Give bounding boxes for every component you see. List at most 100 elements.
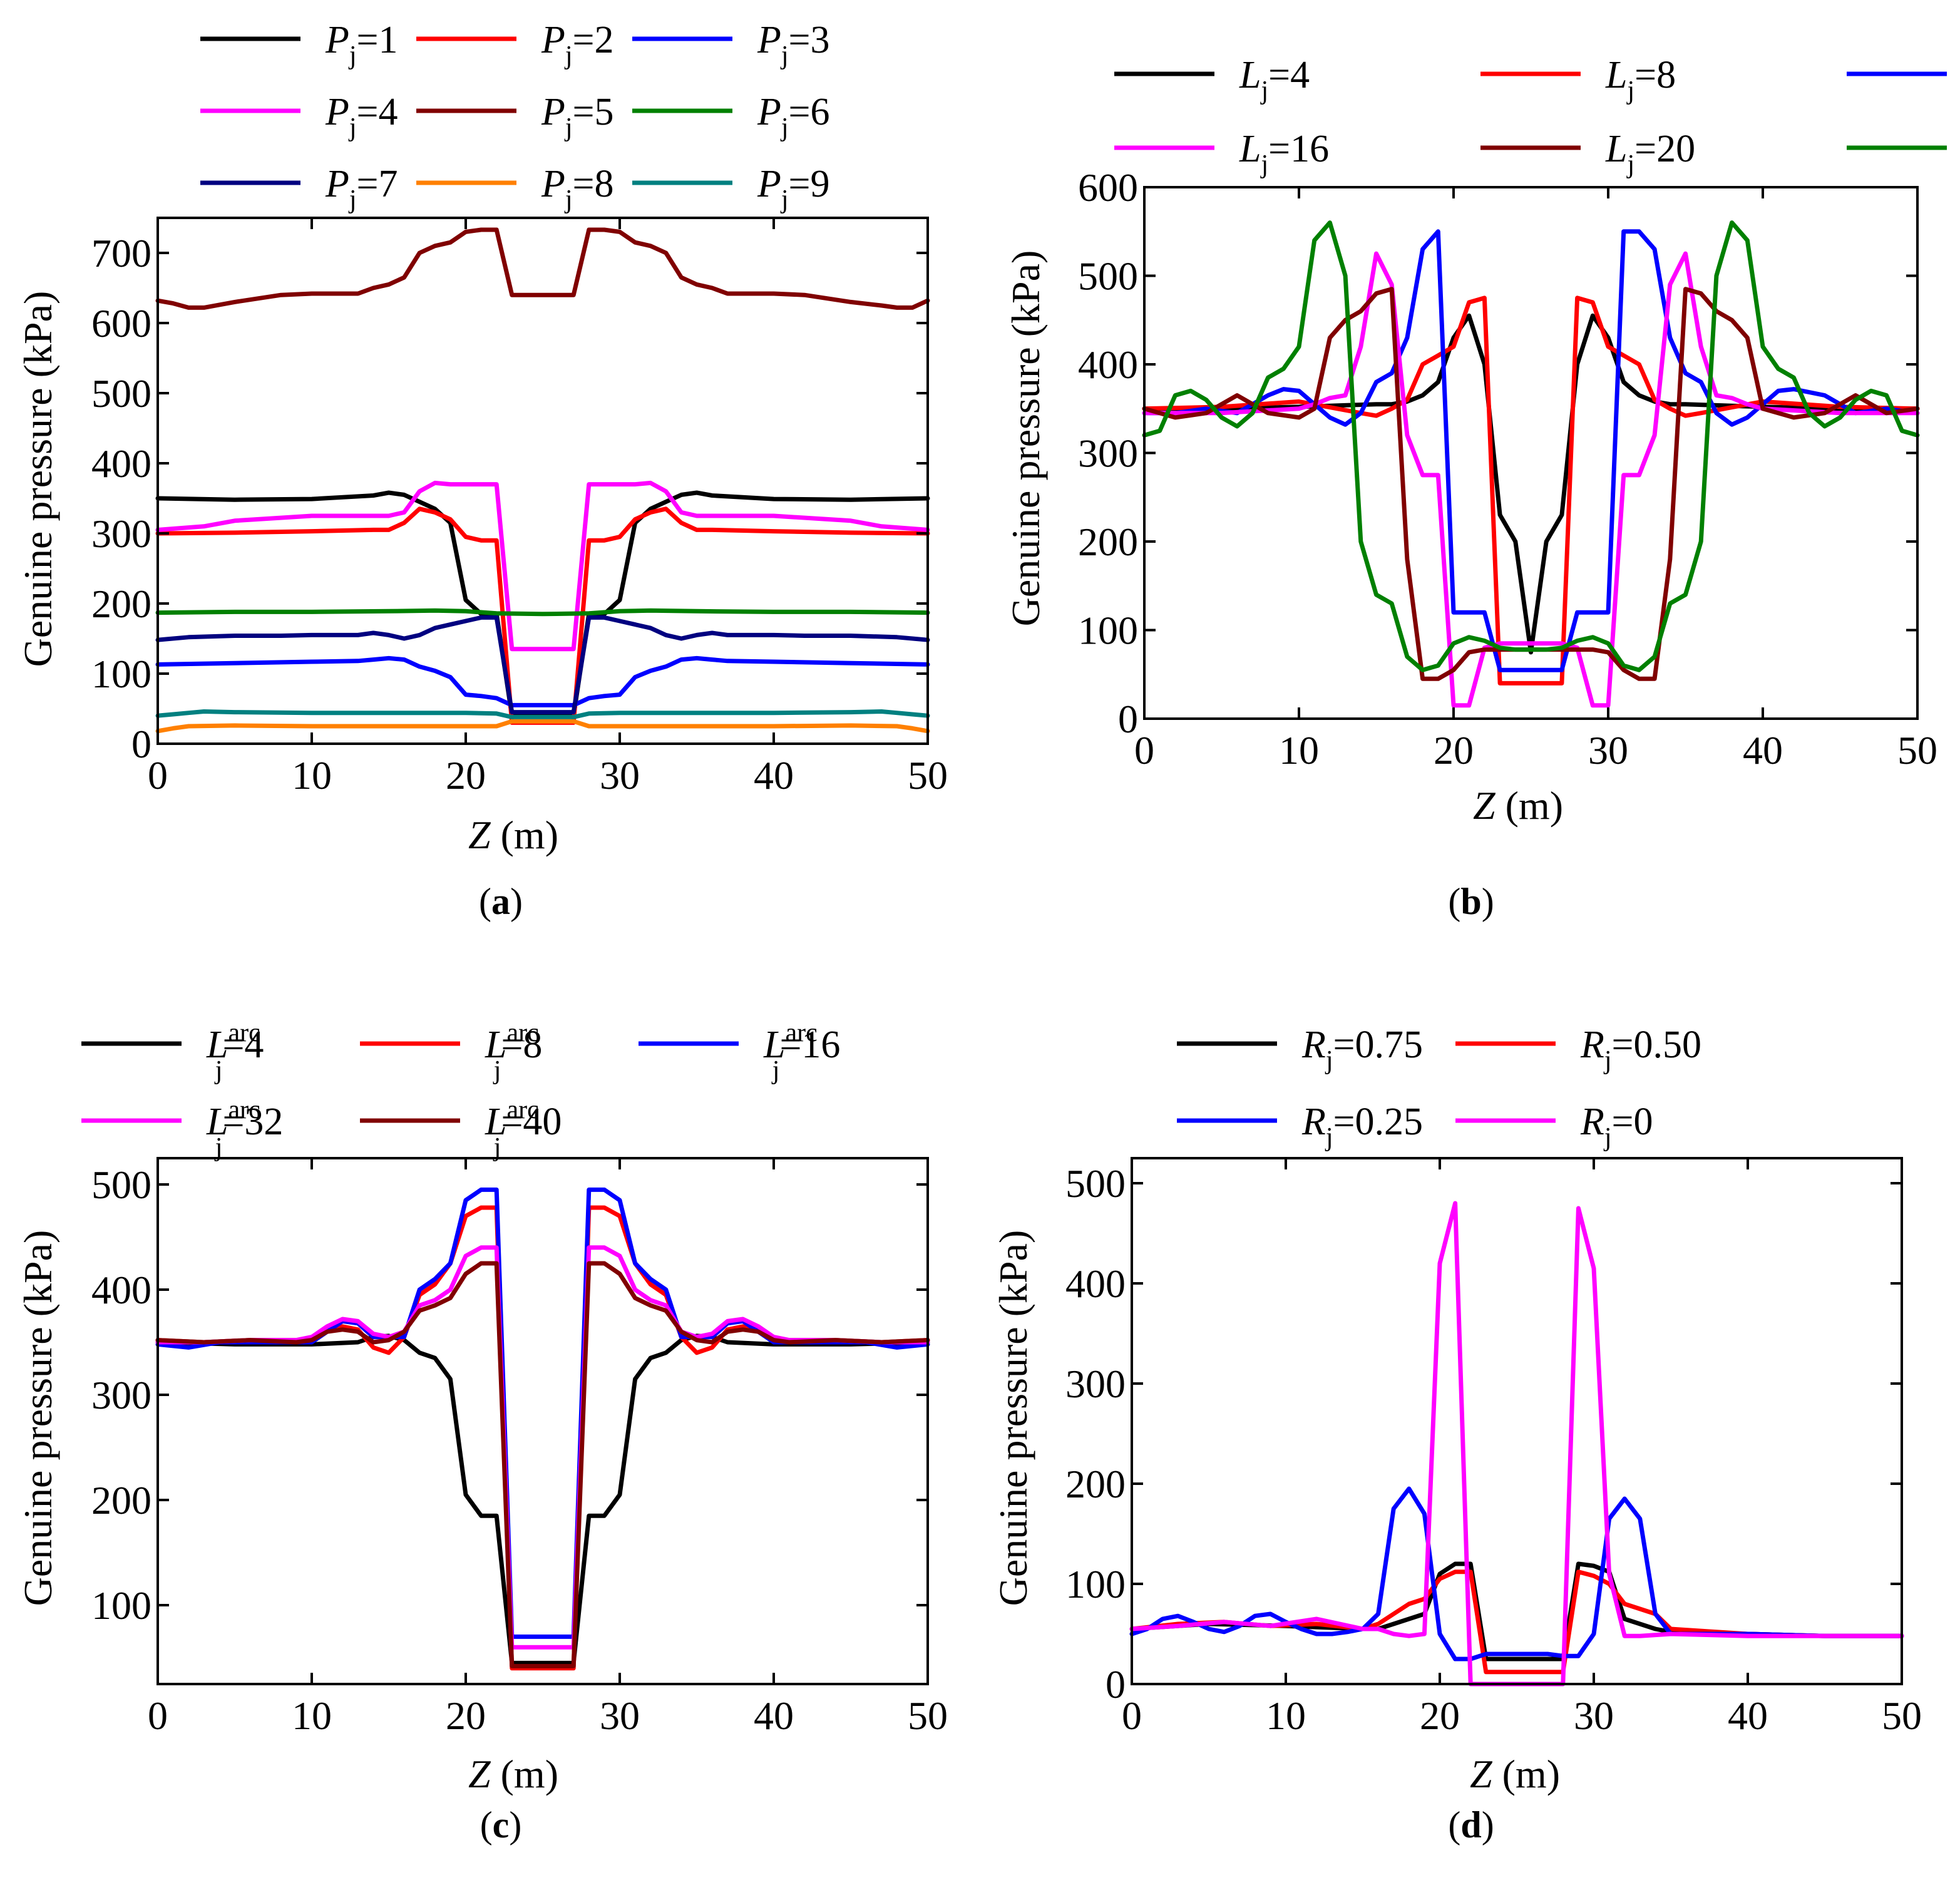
x-axis-label-c: Z (m) [468, 1752, 558, 1796]
legend-equals: = [789, 19, 811, 61]
y-tick-label-d-0: 0 [1106, 1662, 1126, 1707]
x-axis-unit-b: (m) [1496, 783, 1563, 828]
y-tick-label-d-300: 300 [1065, 1362, 1126, 1406]
y-tick-label-a-200: 200 [91, 582, 151, 626]
x-tick-label-d-40: 40 [1728, 1693, 1768, 1738]
legend-label-c-2: Larc j=8 [485, 1019, 542, 1085]
legend-value: 16 [801, 1024, 840, 1066]
legend-item-b-4: Lj=16 [1114, 128, 1329, 179]
y-axis-label-b: Genuine pressure (kPa) [1003, 250, 1048, 627]
x-tick-label-b-30: 30 [1588, 728, 1628, 773]
legend-item-c-2: Larc j=8 [360, 1019, 542, 1085]
x-axis-variable-d: Z [1470, 1752, 1493, 1796]
legend-item-a-8: Pj=8 [416, 163, 614, 214]
y-tick-label-b-100: 100 [1078, 609, 1138, 653]
series-line-b-1 [1142, 313, 1920, 655]
y-tick-label-a-100: 100 [91, 652, 151, 696]
legend-symbol: R [1301, 1024, 1326, 1066]
x-tick-label-a-0: 0 [148, 753, 168, 798]
legend-superscript: arc [228, 1096, 260, 1124]
legend-value: 8 [595, 163, 614, 205]
series-line-b-6 [1142, 220, 1920, 672]
legend-value: 0.50 [1634, 1024, 1702, 1066]
legend-symbol: P [325, 19, 349, 61]
legend-value: 40 [523, 1101, 562, 1143]
series-line-d-1 [1129, 1561, 1904, 1662]
legend-equals: = [779, 1024, 801, 1066]
legend-equals: = [1333, 1024, 1355, 1066]
legend-subscript: j [771, 1056, 780, 1085]
series-line-c-3 [155, 1187, 930, 1639]
legend-label-c-3: Larc j=16 [763, 1019, 840, 1085]
legend-label-a-9: Pj=9 [757, 163, 830, 214]
legend-symbol: P [325, 91, 349, 133]
legend-label-d-2: Rj=0.50 [1580, 1024, 1701, 1075]
legend-label-b-2: Lj=8 [1605, 54, 1676, 105]
legend-symbol: L [485, 1024, 506, 1066]
legend-equals: = [1268, 54, 1290, 96]
legend-value: 4 [1290, 54, 1310, 96]
legend-item-c-4: Larc j=32 [81, 1096, 283, 1162]
legend-equals: = [1634, 128, 1656, 170]
axes-frame-c [156, 1157, 929, 1685]
legend-equals: = [573, 19, 595, 61]
series-line-a-9 [155, 709, 930, 719]
x-tick-label-d-30: 30 [1574, 1693, 1614, 1738]
x-axis-label-d: Z (m) [1470, 1752, 1560, 1796]
legend-equals: = [1634, 54, 1656, 96]
x-tick-label-d-20: 20 [1420, 1693, 1460, 1738]
legend-value: 0 [1634, 1101, 1653, 1143]
legend-label-c-5: Larc j=40 [485, 1096, 562, 1162]
legend-label-a-1: Pj=1 [325, 19, 398, 70]
legend-item-c-3: Larc j=16 [639, 1019, 840, 1085]
y-tick-label-c-500: 500 [91, 1163, 151, 1207]
legend-item-b-5: Lj=20 [1480, 128, 1695, 179]
subcaption-letter-b: b [1460, 881, 1481, 922]
y-tick-label-a-700: 700 [91, 231, 151, 275]
y-tick-label-b-500: 500 [1078, 254, 1138, 299]
legend-subscript: j [1325, 1046, 1333, 1075]
y-tick-label-c-100: 100 [91, 1583, 151, 1628]
legend-subscript: j [214, 1056, 223, 1085]
legend-item-d-2: Rj=0.50 [1455, 1024, 1701, 1075]
legend-value: 32 [244, 1101, 283, 1143]
legend-value: 16 [1290, 128, 1329, 170]
legend-symbol: L [1605, 54, 1627, 96]
y-tick-label-d-400: 400 [1065, 1261, 1126, 1306]
x-tick-label-d-10: 10 [1266, 1693, 1306, 1738]
legend-item-a-4: Pj=4 [200, 91, 398, 142]
legend-item-c-1: Larc j=4 [81, 1019, 264, 1085]
y-tick-label-a-300: 300 [91, 511, 151, 556]
legend-symbol: L [485, 1101, 506, 1143]
legend-subscript: j [564, 185, 573, 214]
series-line-a-1 [155, 490, 930, 718]
plot-area-d [1129, 1201, 1904, 1687]
x-tick-label-b-40: 40 [1743, 728, 1783, 773]
legend-value: 4 [379, 91, 398, 133]
legend-subscript: j [1260, 76, 1268, 105]
legend-label-c-4: Larc j=32 [206, 1096, 283, 1162]
x-axis-variable-b: Z [1473, 783, 1496, 828]
legend-equals: = [573, 163, 595, 205]
x-axis-unit-c: (m) [491, 1752, 558, 1796]
legend-subscript: j [493, 1133, 501, 1162]
legend-subscript: j [214, 1133, 223, 1162]
legend-value: 8 [523, 1024, 542, 1066]
legend-symbol: L [1239, 128, 1261, 170]
legend-subscript: j [780, 41, 789, 70]
y-tick-label-b-0: 0 [1118, 697, 1138, 741]
y-tick-label-b-300: 300 [1078, 431, 1138, 476]
subcaption-letter-c: c [493, 1804, 510, 1846]
legend-item-a-6: Pj=6 [632, 91, 830, 142]
legend-item-d-4: Rj=0 [1455, 1101, 1653, 1152]
subcaption-d: (d) [1448, 1804, 1494, 1846]
x-tick-label-c-30: 30 [600, 1693, 640, 1738]
series-line-a-6 [155, 608, 930, 617]
legend-subscript: j [1603, 1046, 1612, 1075]
subcaption-a: (a) [479, 881, 523, 922]
legend-item-a-9: Pj=9 [632, 163, 830, 214]
legend-label-b-1: Lj=4 [1239, 54, 1310, 105]
